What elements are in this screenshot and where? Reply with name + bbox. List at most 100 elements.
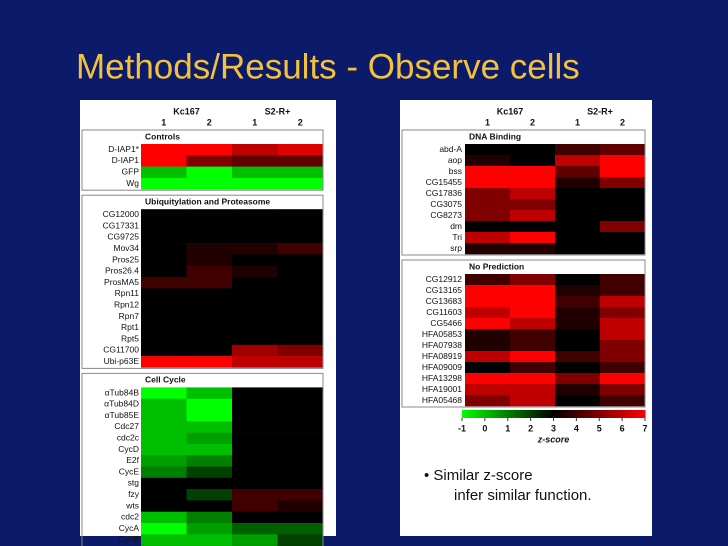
row-label: ProsMA5: [104, 277, 139, 287]
row-label: αTub84B: [105, 387, 140, 397]
rep-header: 1: [485, 117, 490, 127]
heat-cell: [141, 466, 187, 479]
row-label: CG15455: [426, 177, 463, 187]
colorbar-segment: [602, 410, 606, 418]
colorbar-segment: [465, 410, 469, 418]
heat-cell: [465, 296, 511, 308]
heat-cell: [141, 421, 187, 433]
heat-cell: [232, 466, 278, 479]
heat-cell: [186, 489, 233, 501]
row-label: CG5466: [430, 318, 462, 328]
colorbar-segment: [510, 410, 515, 418]
heat-cell: [186, 398, 233, 411]
colorbar-segment: [596, 410, 600, 418]
heat-cell: [232, 489, 278, 501]
colorbar-segment: [553, 410, 558, 418]
heat-cell: [141, 243, 187, 255]
heat-cell: [555, 144, 601, 156]
heat-cell: [465, 285, 511, 297]
row-label: dm: [450, 221, 462, 231]
heat-cell: [277, 410, 324, 422]
heat-cell: [465, 166, 511, 178]
heat-cell: [555, 384, 601, 396]
heat-cell: [186, 421, 233, 433]
heat-cell: [186, 443, 233, 456]
bullet: infer similar function.: [454, 487, 592, 504]
colorbar-tick-label: 7: [642, 423, 647, 433]
heat-cell: [141, 398, 187, 411]
section-title: No Prediction: [469, 261, 524, 271]
group-header: S2-R+: [587, 106, 613, 116]
heat-cell: [232, 220, 278, 233]
heat-cell: [232, 534, 278, 546]
colorbar-tick-label: -1: [458, 423, 466, 433]
heat-cell: [186, 254, 233, 266]
heat-cell: [232, 421, 278, 433]
heat-cell: [141, 231, 187, 244]
row-label: wts: [125, 500, 139, 510]
heat-cell: [141, 277, 187, 289]
heat-cell: [277, 466, 324, 479]
heat-cell: [186, 500, 233, 512]
row-label: E2f: [126, 455, 139, 465]
heat-cell: [186, 511, 233, 524]
heat-cell: [277, 177, 324, 190]
row-label: Pros26.4: [105, 266, 139, 276]
heat-cell: [277, 421, 324, 433]
heat-cell: [510, 243, 556, 255]
heat-cell: [141, 299, 187, 312]
heat-cell: [510, 307, 556, 319]
section-box: [401, 259, 646, 408]
heat-cell: [600, 243, 646, 255]
colorbar-tick-label: 1: [505, 423, 510, 433]
colorbar-segment: [559, 410, 564, 418]
heat-cell: [510, 373, 556, 385]
row-label: Ubi-p63E: [104, 356, 140, 366]
colorbar-segment: [486, 410, 490, 418]
row-label: Rpt5: [121, 333, 139, 343]
heat-cell: [277, 500, 324, 512]
heat-cell: [186, 432, 233, 445]
colorbar-segment: [535, 410, 539, 418]
row-label: CycE: [119, 466, 140, 476]
heat-cell: [232, 432, 278, 445]
heat-cell: [141, 310, 187, 323]
colorbar-segment: [504, 410, 509, 418]
heat-cell: [600, 329, 646, 341]
row-label: cdc2c: [117, 433, 140, 443]
heat-cell: [232, 209, 278, 221]
heat-cell: [277, 254, 324, 266]
colorbar-segment: [480, 410, 484, 418]
heat-cell: [141, 477, 187, 490]
colorbar-segment: [541, 410, 545, 418]
heat-cell: [510, 329, 556, 341]
colorbar-tick-label: 0: [482, 423, 487, 433]
heat-cell: [510, 285, 556, 297]
heat-cell: [510, 177, 556, 189]
heat-cell: [277, 265, 324, 278]
heat-cell: [186, 209, 233, 221]
heat-cell: [141, 333, 187, 346]
colorbar-segment: [565, 410, 570, 418]
colorbar-segment: [580, 410, 585, 418]
heat-cell: [141, 500, 187, 512]
colorbar-segment: [629, 410, 634, 418]
heat-cell: [141, 387, 187, 399]
heat-cell: [277, 243, 324, 255]
heat-cell: [510, 395, 556, 407]
heat-cell: [277, 231, 324, 244]
section-box: [81, 129, 324, 191]
heat-cell: [465, 318, 511, 330]
row-label: CG13165: [426, 285, 463, 295]
heat-cell: [186, 277, 233, 289]
heat-cell: [465, 329, 511, 341]
rep-header: 2: [207, 117, 212, 127]
row-label: CG12912: [426, 274, 463, 284]
rep-header: 1: [161, 117, 166, 127]
heat-cell: [600, 318, 646, 330]
heat-cell: [277, 477, 324, 490]
heat-cell: [510, 384, 556, 396]
colorbar-segment: [526, 410, 530, 418]
heat-cell: [141, 288, 187, 300]
